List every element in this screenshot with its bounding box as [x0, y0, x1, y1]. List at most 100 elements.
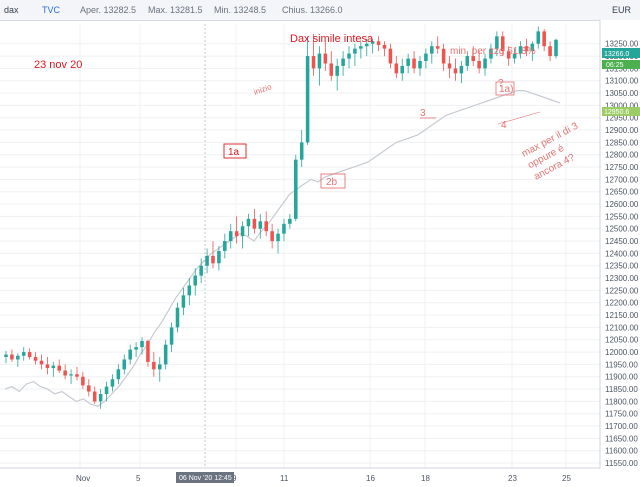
x-tick-label: 16 — [366, 474, 375, 483]
candle-body — [412, 58, 416, 69]
candle-body — [548, 46, 552, 57]
candle-body — [116, 369, 121, 380]
candle-body — [447, 63, 452, 69]
y-tick-label: 11900.00 — [605, 373, 638, 382]
crosshair-label-group: 06 Nov '20 12:45 — [176, 472, 234, 483]
x-tick-label: 25 — [562, 474, 571, 483]
candle-body — [10, 354, 14, 360]
y-axis-bg — [600, 20, 640, 487]
y-tick-label: 11950.00 — [605, 360, 638, 369]
candle-body — [246, 218, 251, 227]
countdown-text: 06:25 — [606, 62, 624, 69]
y-tick-label: 12750.00 — [605, 163, 639, 172]
candle-body — [228, 231, 233, 242]
candle-body — [57, 365, 61, 371]
candle-body — [359, 46, 363, 49]
candle-body — [258, 221, 263, 229]
comparison-series — [4, 89, 561, 407]
y-tick-label: 12000.00 — [605, 348, 639, 357]
candle-body — [181, 295, 186, 308]
countdown-tag — [602, 60, 640, 69]
candle-body — [430, 46, 434, 54]
candle-body — [223, 241, 227, 251]
y-tick-label: 12550.00 — [605, 212, 639, 221]
open-value: Aper. 13282.5 — [80, 5, 137, 15]
label-1a: 1a — [228, 147, 240, 158]
x-tick-label: 11 — [280, 474, 289, 483]
y-tick-label: 13050.00 — [605, 89, 639, 98]
y-tick-label: 13100.00 — [605, 77, 639, 86]
crosshair-date-text: 06 Nov '20 12:45 — [179, 475, 232, 482]
candle-body — [294, 159, 298, 219]
candle-body — [175, 307, 180, 328]
candle-body — [489, 48, 493, 59]
candle-body — [424, 53, 428, 61]
candlestick-chart[interactable]: 13250.0013200.0013150.0013100.0013050.00… — [0, 20, 640, 487]
y-tick-label: 12600.00 — [605, 200, 639, 209]
candle-body — [163, 344, 168, 365]
candle-body — [270, 231, 274, 242]
y-tick-label: 11700.00 — [605, 422, 638, 431]
y-tick-label: 11600.00 — [605, 447, 638, 456]
candle-body — [418, 61, 422, 69]
candle-body — [305, 56, 310, 143]
x-tick-label: 9 — [232, 474, 237, 483]
candle-body — [524, 46, 529, 52]
candle-body — [465, 56, 470, 66]
x-axis: Nov 5 9 11 16 18 23 25 — [0, 467, 600, 487]
y-tick-label: 12050.00 — [605, 336, 639, 345]
candle-body — [81, 376, 85, 386]
fib-note: min. per zzg 61,8% — [450, 46, 536, 57]
label-2b-box — [320, 173, 346, 189]
close-value: Chius. 13266.0 — [282, 5, 343, 15]
candle-body — [288, 218, 292, 224]
candle-body — [335, 65, 339, 76]
source-label: TVC — [42, 5, 60, 15]
candle-body — [234, 231, 239, 237]
x-tick-label: 18 — [421, 474, 430, 483]
candle-body — [199, 265, 203, 276]
y-tick-label: 12100.00 — [605, 323, 639, 332]
candle-body — [264, 221, 268, 232]
date-label: 23 nov 20 — [34, 59, 82, 71]
candle-body — [382, 44, 387, 49]
candle-body — [211, 255, 215, 264]
candles — [4, 26, 558, 409]
label-4: 4 — [501, 120, 507, 131]
price-tags: 13266.0 06:25 12950.6 — [602, 48, 640, 116]
question-label: ? — [498, 78, 504, 89]
last-price-tag — [602, 48, 640, 58]
y-tick-label: 12400.00 — [605, 249, 639, 258]
candle-body — [205, 255, 209, 266]
candle-body — [471, 56, 475, 61]
candle-body — [530, 43, 535, 52]
inizio-label: inizio — [253, 82, 274, 97]
label-1a-box — [223, 143, 247, 159]
candle-body — [33, 357, 38, 361]
candle-body — [21, 352, 26, 356]
wave-line — [497, 111, 541, 125]
candle-body — [110, 379, 115, 387]
y-tick-label: 13250.00 — [605, 40, 639, 49]
candle-body — [554, 39, 558, 57]
y-tick-label: 11750.00 — [605, 410, 638, 419]
candle-body — [435, 46, 440, 49]
low-value: Min. 13248.5 — [214, 5, 267, 15]
candle-body — [347, 53, 351, 59]
y-tick-label: 12650.00 — [605, 188, 639, 197]
symbol-label[interactable]: dax — [4, 5, 19, 15]
grid — [0, 24, 600, 468]
candle-body — [388, 48, 393, 64]
candle-body — [341, 58, 345, 66]
candle-body — [495, 36, 499, 49]
label-1a-right: 1a) — [499, 84, 513, 95]
candle-body — [27, 352, 32, 357]
comparison-line — [4, 89, 561, 407]
y-tick-label: 12800.00 — [605, 151, 639, 160]
candle-body — [217, 250, 221, 264]
candle-body — [376, 41, 381, 45]
candle-body — [299, 142, 304, 160]
y-tick-label: 12900.00 — [605, 126, 639, 135]
label-2b: 2b — [326, 177, 338, 188]
